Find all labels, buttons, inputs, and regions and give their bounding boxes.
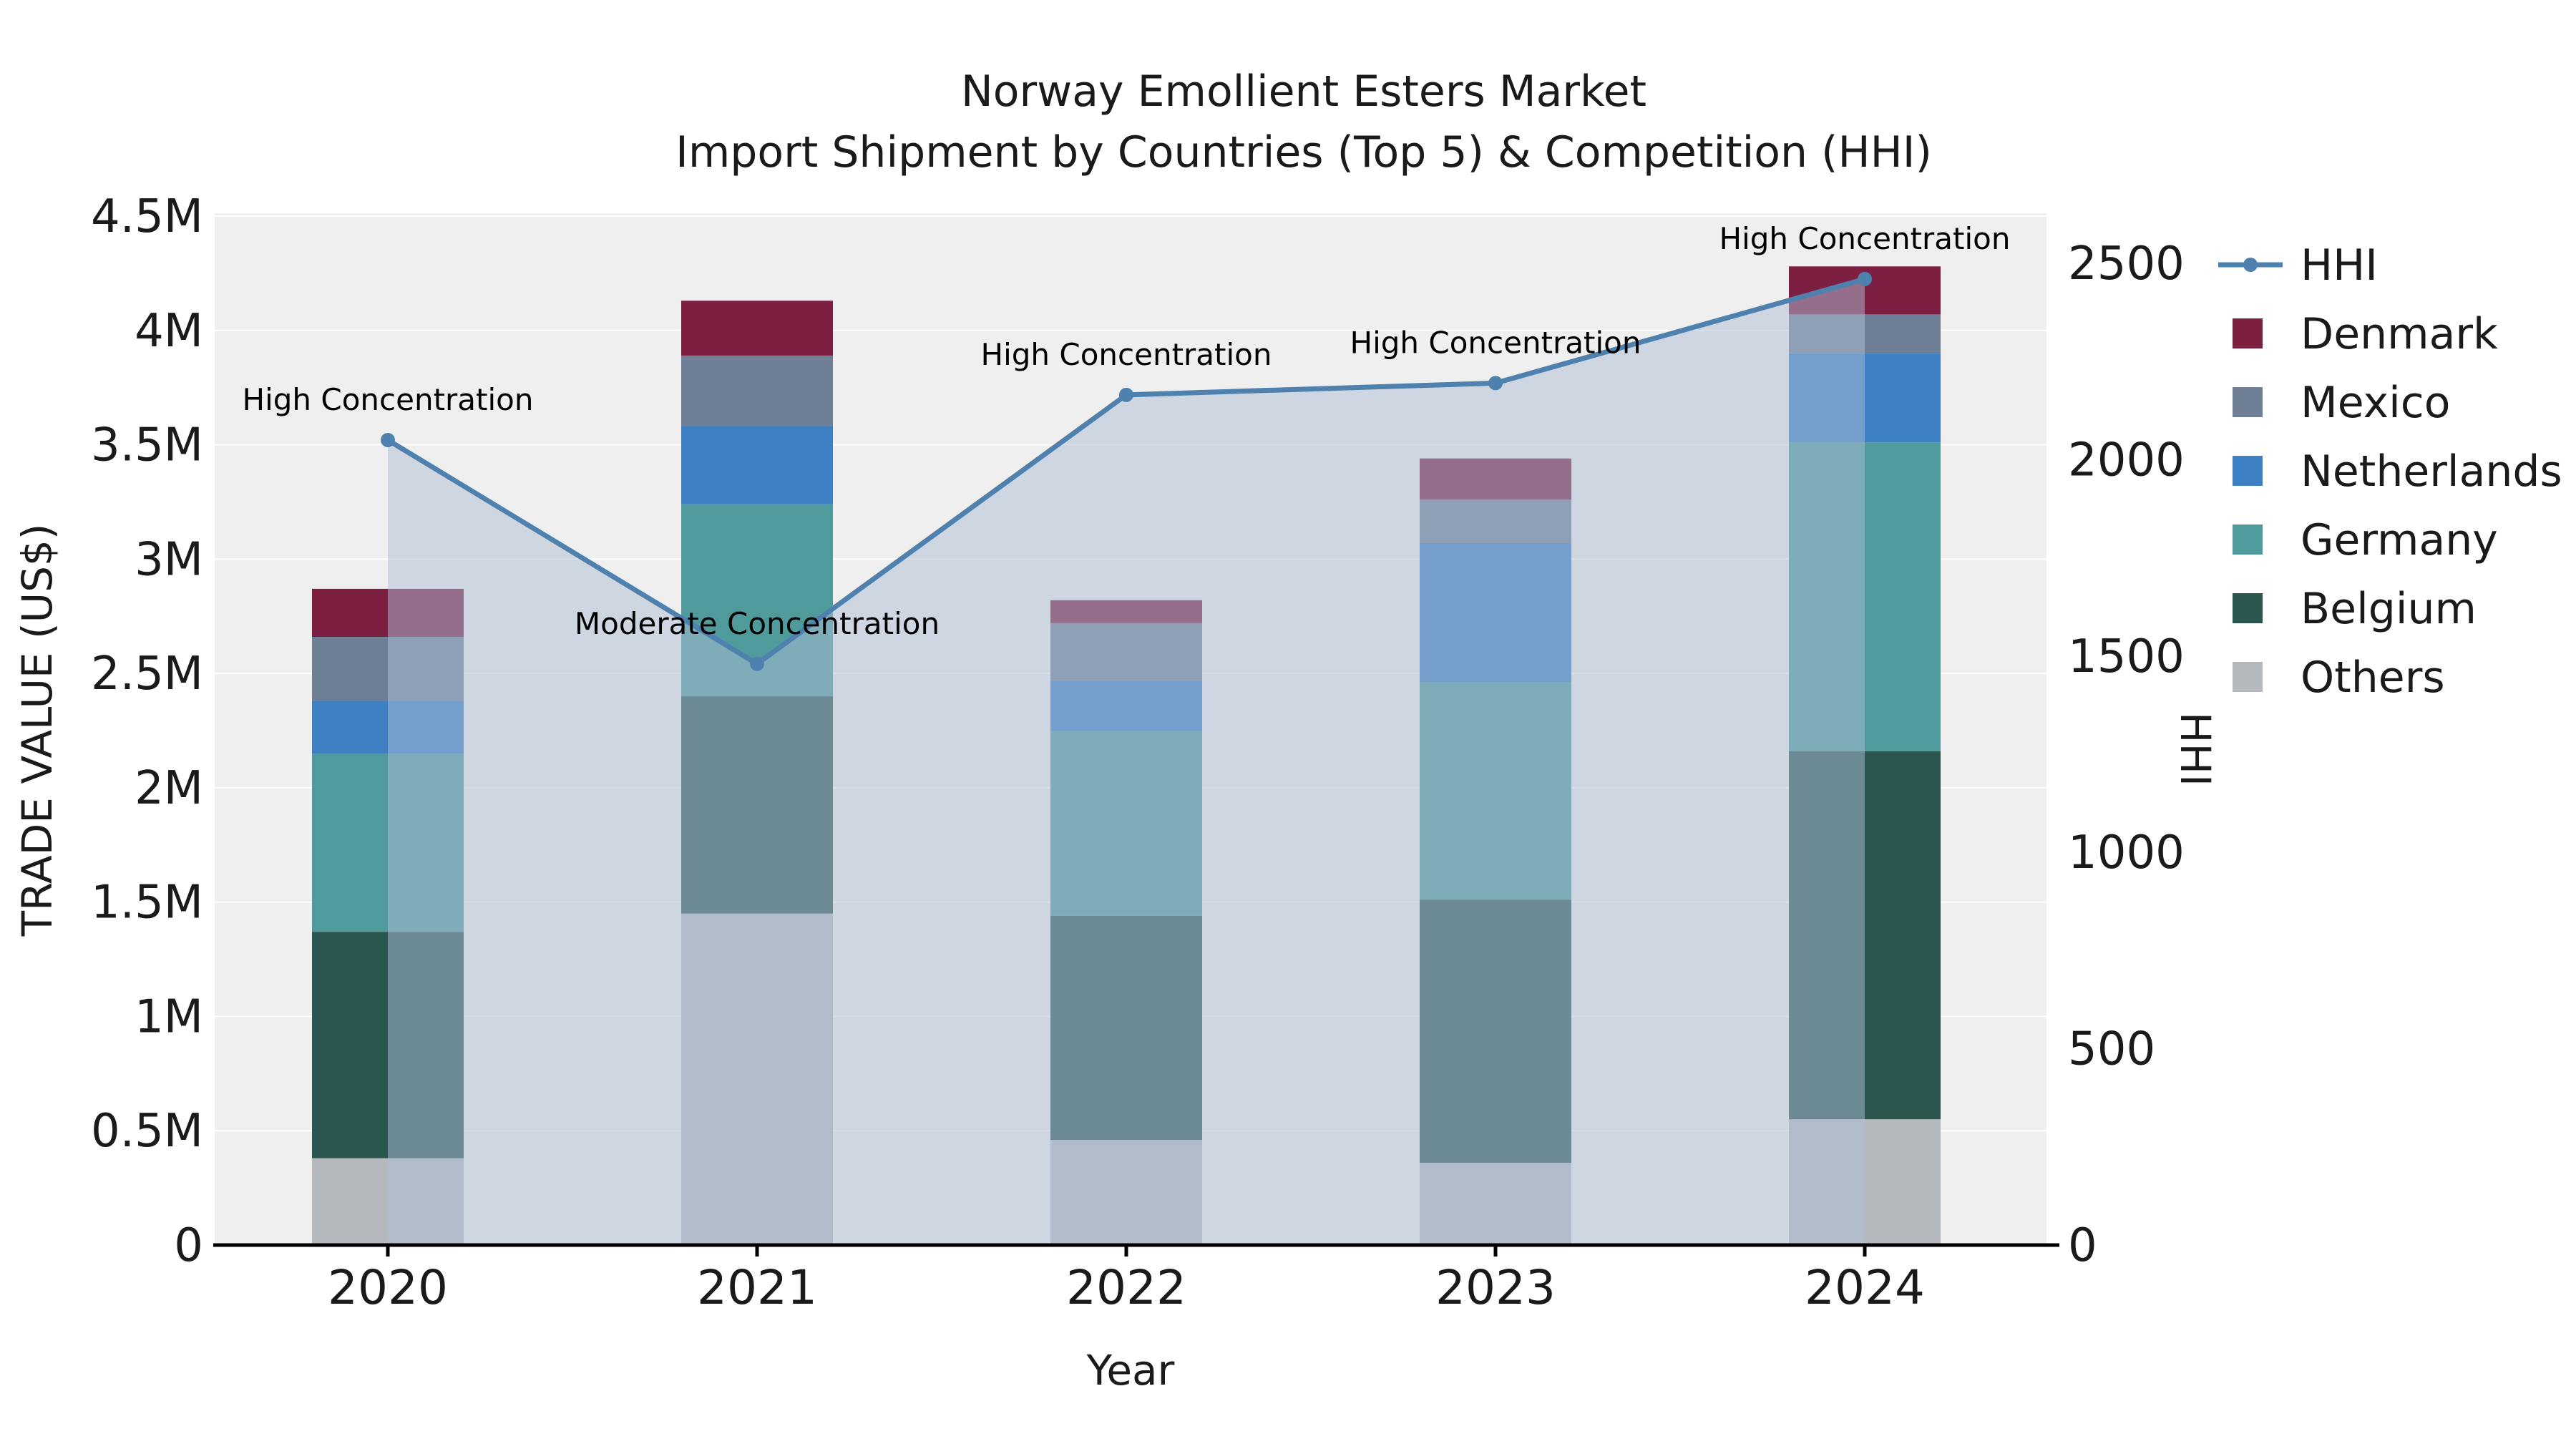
annotation-2024: High Concentration (1719, 221, 2011, 256)
legend-label-denmark: Denmark (2301, 309, 2498, 359)
legend-swatch-denmark (2233, 318, 2263, 348)
chart-subtitle: Import Shipment by Countries (Top 5) & C… (675, 127, 1932, 177)
y-tick-label-1M: 1M (135, 990, 203, 1043)
legend-swatch-belgium (2233, 593, 2263, 623)
legend-label-belgium: Belgium (2301, 584, 2477, 634)
hhi-marker-2024 (1858, 271, 1872, 286)
y2-tick-label-2000: 2000 (2068, 434, 2185, 487)
y2-axis-label: HHI (2171, 712, 2220, 786)
legend-label-netherlands: Netherlands (2301, 447, 2562, 497)
legend-swatch-others (2233, 662, 2263, 692)
plot-area: High Concentration Moderate Concentration… (91, 190, 2185, 1315)
hhi-marker-2020 (381, 432, 395, 447)
x-tick-label-2024: 2024 (1805, 1260, 1925, 1315)
x-tick-label-2021: 2021 (697, 1260, 817, 1315)
y-tick-label-0.5M: 0.5M (91, 1105, 203, 1158)
chart-legend: HHI Denmark Mexico Netherlands Germany Belgiu… (2218, 240, 2562, 703)
y-tick-label-0: 0 (174, 1219, 203, 1272)
legend-label-others: Others (2301, 653, 2445, 703)
y-tick-label-4.5M: 4.5M (91, 190, 203, 243)
legend-label-hhi: HHI (2301, 240, 2378, 291)
y-tick-label-3.5M: 3.5M (91, 419, 203, 472)
y-tick-label-1.5M: 1.5M (91, 877, 203, 930)
x-tick-label-2023: 2023 (1435, 1260, 1556, 1315)
hhi-marker-2021 (750, 656, 764, 671)
hhi-marker-2022 (1119, 387, 1133, 402)
y2-tick-label-1500: 1500 (2068, 630, 2185, 683)
annotation-2022: High Concentration (981, 337, 1272, 372)
y-tick-label-3M: 3M (135, 533, 203, 586)
chart-title: Norway Emollient Esters Market (961, 67, 1646, 117)
x-axis-label: Year (1086, 1346, 1175, 1395)
hhi-marker-2023 (1488, 376, 1503, 391)
x-tick-label-2022: 2022 (1066, 1260, 1186, 1315)
annotation-2023: High Concentration (1350, 325, 1641, 360)
bar-segment-mexico-2021 (681, 355, 833, 426)
y-tick-label-4M: 4M (135, 305, 203, 358)
y-tick-label-2.5M: 2.5M (91, 648, 203, 701)
legend-swatch-netherlands (2233, 456, 2263, 486)
bar-segment-netherlands-2021 (681, 426, 833, 504)
x-tick-label-2020: 2020 (328, 1260, 448, 1315)
y2-tick-label-0: 0 (2068, 1219, 2097, 1272)
annotation-2021: Moderate Concentration (575, 606, 940, 641)
y-tick-label-2M: 2M (135, 762, 203, 815)
annotation-2020: High Concentration (243, 382, 534, 417)
legend-swatch-germany (2233, 525, 2263, 555)
y2-tick-label-1000: 1000 (2068, 826, 2185, 879)
y-axis-label: TRADE VALUE (US$) (13, 524, 62, 937)
legend-label-mexico: Mexico (2301, 378, 2451, 428)
y2-tick-label-500: 500 (2068, 1023, 2155, 1076)
legend-swatch-mexico (2233, 387, 2263, 417)
y2-tick-label-2500: 2500 (2068, 238, 2185, 291)
hhi-area-fill (388, 278, 1865, 1245)
legend-label-germany: Germany (2301, 515, 2498, 565)
bar-segment-denmark-2021 (681, 301, 833, 356)
legend-hhi-marker-sample (2243, 258, 2258, 272)
